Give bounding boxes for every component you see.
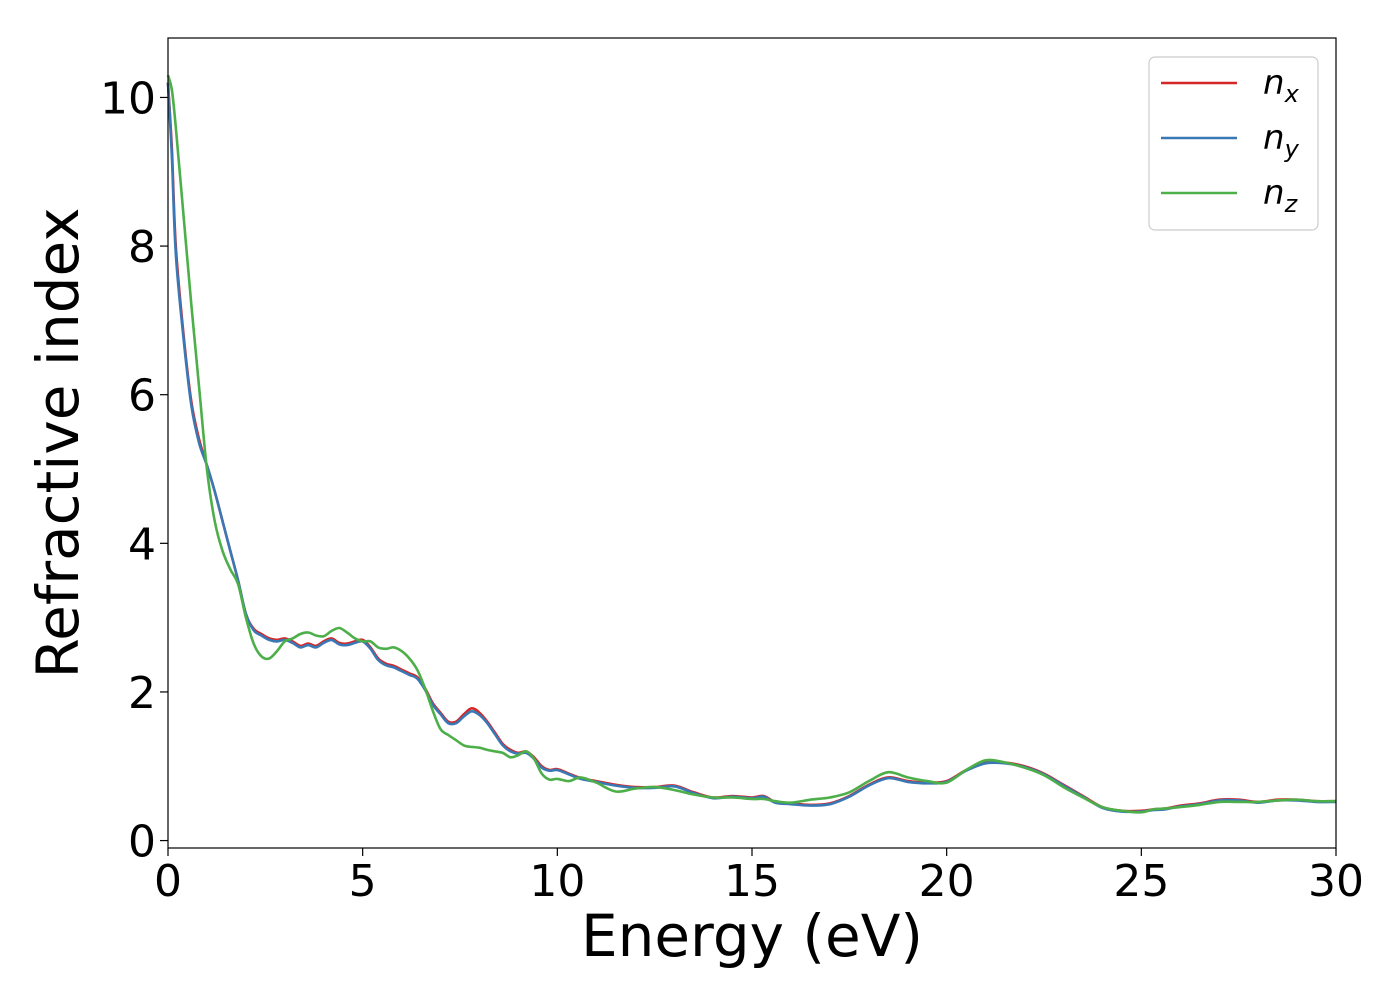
- x-tick-label: 0: [154, 856, 182, 907]
- series-line-z: [166, 74, 1337, 814]
- x-axis-ticks: 0 5 10 15 20 25 30: [154, 848, 1364, 907]
- y-tick-label: 8: [128, 222, 156, 273]
- x-tick-label: 5: [349, 856, 377, 907]
- y-tick-label: 2: [128, 668, 156, 719]
- legend-label-y: ny: [1263, 118, 1300, 163]
- y-tick-label: 6: [128, 371, 156, 422]
- x-tick-label: 10: [529, 856, 585, 907]
- x-tick-label: 30: [1308, 856, 1364, 907]
- x-tick-label: 25: [1113, 856, 1169, 907]
- y-axis-ticks: 0 2 4 6 8 10: [100, 73, 168, 868]
- y-tick-label: 0: [128, 817, 156, 868]
- x-tick-label: 20: [919, 856, 975, 907]
- y-tick-label: 4: [128, 519, 156, 570]
- y-axis-label: Refractive index: [24, 207, 92, 678]
- x-axis-label: Energy (eV): [581, 902, 923, 970]
- x-tick-label: 15: [724, 856, 780, 907]
- y-tick-label: 10: [100, 73, 156, 124]
- series-layer: [166, 74, 1337, 814]
- legend: nx ny nz: [1148, 56, 1319, 231]
- legend-label-z: nz: [1263, 173, 1299, 218]
- legend-box: [1148, 56, 1319, 231]
- legend-label-x: nx: [1263, 63, 1300, 108]
